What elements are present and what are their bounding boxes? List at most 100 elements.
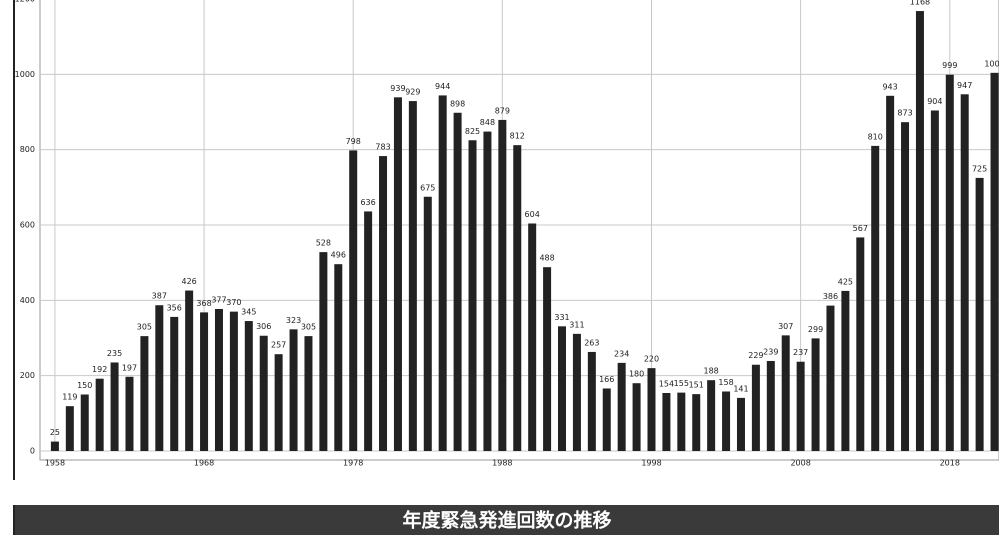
bar [110,362,119,451]
bar [766,360,775,451]
value-label: 939 [390,84,405,93]
x-tick-label: 1958 [45,459,65,468]
bar [453,112,462,452]
value-label: 810 [868,132,883,141]
bar [423,196,432,451]
value-label: 904 [927,97,942,106]
value-label: 528 [316,239,331,248]
bar [945,74,954,452]
bar [408,101,417,452]
bar [349,150,358,452]
bar [692,394,701,451]
value-label: 150 [77,381,92,390]
value-label: 943 [882,82,897,91]
value-label: 377 [211,295,226,304]
bar [602,388,611,451]
chart-title: 年度緊急発進回数の推移 [402,509,611,532]
value-label: 331 [554,313,569,322]
title-banner [15,505,999,535]
value-label: 370 [226,298,241,307]
bar [528,223,537,451]
value-label: 783 [375,143,390,152]
bar [707,380,716,451]
bar [901,122,910,452]
plot-frame [39,0,999,461]
bar [826,305,835,451]
value-label: 166 [599,375,614,384]
bar [65,406,74,451]
value-label: 356 [167,303,182,312]
value-label: 263 [584,338,599,347]
bar [468,140,477,451]
bar [95,378,104,451]
bar [662,392,671,451]
bar [990,72,999,452]
value-label: 234 [614,349,629,358]
value-label: 636 [360,198,375,207]
value-label: 812 [510,132,525,141]
value-label: 197 [122,363,137,372]
bar [722,391,731,451]
value-label: 425 [838,277,853,286]
bar [170,316,179,451]
y-tick-label: 400 [20,296,35,305]
bar [364,211,373,451]
value-label: 426 [182,277,197,286]
value-label: 848 [480,118,495,127]
value-label: 188 [704,367,719,376]
value-label: 299 [808,325,823,334]
y-tick-label: 1000 [15,70,35,79]
bar [751,364,760,451]
bar [155,305,164,451]
value-label: 119 [62,393,77,402]
bar [632,383,641,451]
value-label: 999 [942,61,957,70]
value-label: 825 [465,127,480,136]
bar [379,156,388,451]
bar [229,311,238,451]
value-label: 158 [718,378,733,387]
bar [587,351,596,451]
value-label: 192 [92,365,107,374]
bar [572,333,581,451]
value-label: 229 [748,351,763,360]
value-label: 368 [196,299,211,308]
bar [558,326,567,451]
x-tick-label: 2018 [940,459,960,468]
bar [80,394,89,451]
bar [871,145,880,451]
value-label: 345 [241,308,256,317]
bar [393,97,402,451]
value-label: 488 [539,254,554,263]
value-label: 306 [256,322,271,331]
y-tick-label: 1200 [15,0,35,4]
bar [200,312,209,451]
bar [498,119,507,451]
value-label: 879 [495,106,510,115]
value-label: 1004 [984,59,999,68]
bar [886,95,895,451]
bar [617,362,626,451]
bar [915,11,924,451]
bar [438,95,447,451]
value-label: 307 [778,322,793,331]
x-tick-label: 1988 [492,459,512,468]
value-label: 725 [972,164,987,173]
value-label: 154 [659,379,674,388]
bar [736,397,745,451]
value-label: 567 [853,224,868,233]
value-label: 1168 [910,0,930,7]
bar [185,290,194,451]
bar [677,392,686,451]
value-label: 257 [271,341,286,350]
bar [274,354,283,451]
x-tick-label: 1998 [641,459,661,468]
bar [244,321,253,451]
value-label: 387 [152,292,167,301]
bar [811,338,820,451]
value-label: 25 [50,428,60,437]
bar [289,329,298,451]
value-label: 873 [897,109,912,118]
bar [125,376,134,451]
